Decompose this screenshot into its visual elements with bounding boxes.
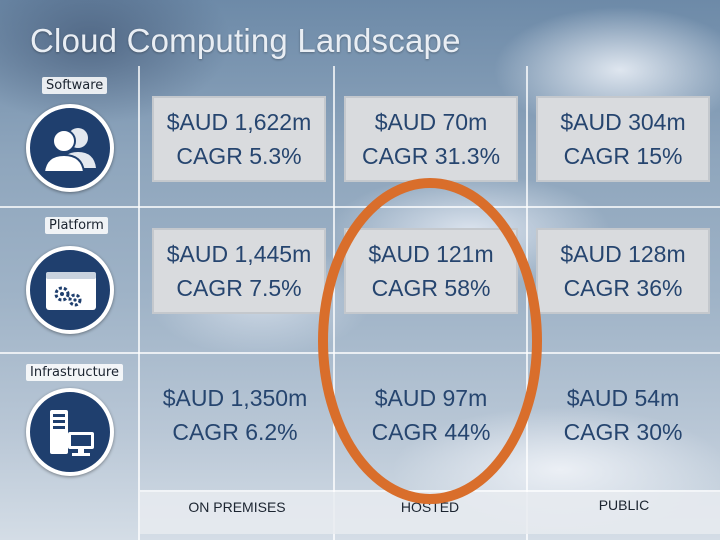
grid-line-vertical-left [138, 66, 140, 540]
server-monitor-icon [26, 388, 114, 476]
cell-cagr: CAGR 15% [563, 143, 683, 169]
platform-window-gears-icon [26, 246, 114, 334]
cell-value: $AUD 70m [374, 109, 488, 135]
users-icon [26, 104, 114, 192]
grid-line-horizontal-1 [0, 206, 720, 208]
cell-cagr: CAGR 31.3% [361, 143, 501, 169]
cell-cagr: CAGR 30% [563, 419, 683, 445]
row-label-software: Software [42, 77, 108, 94]
cell-cagr: CAGR 36% [563, 275, 683, 301]
cell-cagr: CAGR 7.5% [176, 275, 302, 301]
cell-value: $AUD 304m [560, 109, 686, 135]
cell-software-public: $AUD 304m CAGR 15% [536, 96, 710, 182]
row-label-platform: Platform [45, 217, 108, 234]
cell-value: $AUD 128m [560, 241, 686, 267]
cell-value: $AUD 54m [566, 385, 680, 411]
cell-platform-public: $AUD 128m CAGR 36% [536, 228, 710, 314]
cell-infrastructure-on-premises: $AUD 1,350m CAGR 6.2% [148, 372, 322, 458]
cell-software-on-premises: $AUD 1,622m CAGR 5.3% [152, 96, 326, 182]
cell-value: $AUD 1,445m [166, 241, 312, 267]
cell-value: $AUD 1,622m [166, 109, 312, 135]
column-label-hosted: HOSTED [400, 499, 460, 515]
slide-title: Cloud Computing Landscape [30, 22, 461, 59]
cell-cagr: CAGR 6.2% [172, 419, 298, 445]
cell-software-hosted: $AUD 70m CAGR 31.3% [344, 96, 518, 182]
highlight-ring [318, 178, 542, 504]
cell-infrastructure-public: $AUD 54m CAGR 30% [536, 372, 710, 458]
column-label-on-premises: ON PREMISES [188, 499, 286, 515]
cell-value: $AUD 1,350m [162, 385, 308, 411]
row-label-infrastructure: Infrastructure [26, 364, 123, 381]
cell-platform-on-premises: $AUD 1,445m CAGR 7.5% [152, 228, 326, 314]
column-label-public: PUBLIC [598, 497, 650, 513]
cell-cagr: CAGR 5.3% [176, 143, 302, 169]
